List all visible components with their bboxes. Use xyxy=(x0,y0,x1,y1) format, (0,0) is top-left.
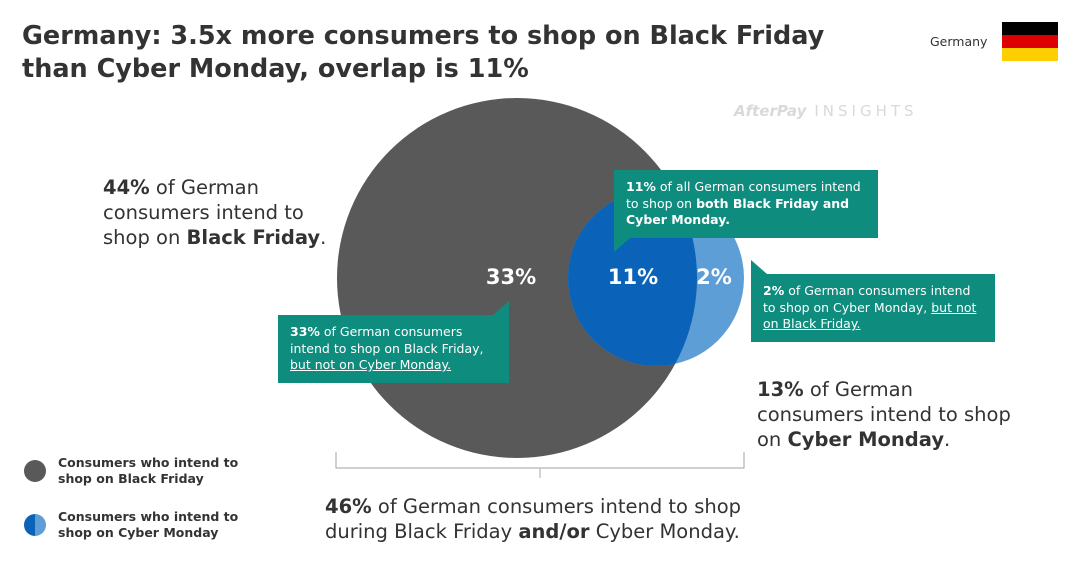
callout-bf-only-pct: 33% xyxy=(290,324,320,339)
union-text: of German consumers intend to shop durin… xyxy=(325,495,742,543)
legend-label-black-friday: Consumers who intend to shop on Black Fr… xyxy=(58,455,239,486)
callout-overlap-bold: both Black Friday and Cyber Monday. xyxy=(626,195,850,228)
flag-stripe-gold xyxy=(1002,48,1058,61)
brand-watermark: AfterPay INSIGHTS xyxy=(734,102,918,120)
cm-total-annotation: 13% of German consumers intend to shop o… xyxy=(757,377,1017,452)
bf-total-bold: Black Friday xyxy=(186,226,321,249)
page-title: Germany: 3.5x more consumers to shop on … xyxy=(22,21,825,84)
union-bracket xyxy=(335,452,745,478)
legend-swatch-cyber-monday xyxy=(24,514,46,536)
callout-cm-only-underline: but not on Black Friday. xyxy=(763,299,977,332)
union-end: Cyber Monday. xyxy=(589,520,740,543)
cm-total-text: of German consumers intend to shop on xyxy=(757,378,1011,451)
callout-cm-only-text: of German consumers intend to shop on Cy… xyxy=(763,283,971,315)
label-cm-only: 2% xyxy=(696,265,732,289)
flag-stripe-black xyxy=(1002,22,1058,35)
legend-label-cyber-monday: Consumers who intend to shop on Cyber Mo… xyxy=(58,509,239,540)
label-overlap: 11% xyxy=(608,265,658,289)
callout-bf-only: 33% of German consumers intend to shop o… xyxy=(278,301,509,383)
union-bold: and/or xyxy=(518,520,590,543)
overlap-region xyxy=(568,190,697,366)
brand-suffix: INSIGHTS xyxy=(814,102,918,120)
brand-logo: AfterPay xyxy=(734,102,807,120)
legend-item-black-friday: Consumers who intend to shop on Black Fr… xyxy=(24,455,258,487)
cm-total-bold: Cyber Monday xyxy=(787,428,945,451)
flag-stripe-red xyxy=(1002,35,1058,48)
country-label: Germany xyxy=(930,34,988,49)
bf-total-annotation: 44% of German consumers intend to shop o… xyxy=(103,175,343,250)
legend-swatch-black-friday xyxy=(24,460,46,482)
callout-cm-only-pct: 2% xyxy=(763,283,785,298)
bf-total-text: of German consumers intend to shop on xyxy=(103,176,304,249)
callout-bf-only-text: of German consumers intend to shop on Bl… xyxy=(290,324,484,356)
callout-overlap-pct: 11% xyxy=(626,179,656,194)
bf-total-end: . xyxy=(320,226,327,249)
label-bf-only: 33% xyxy=(486,265,536,289)
callout-overlap-text: of all German consumers intend to shop o… xyxy=(626,179,861,211)
callout-cm-only: 2% of German consumers intend to shop on… xyxy=(751,260,995,342)
callout-overlap: 11% of all German consumers intend to sh… xyxy=(614,170,878,252)
germany-flag-icon xyxy=(1002,22,1058,61)
bf-total-pct: 44% xyxy=(103,176,150,199)
union-annotation: 46% of German consumers intend to shop d… xyxy=(325,494,795,544)
callout-overlap-pointer xyxy=(614,237,630,252)
callout-bf-only-pointer xyxy=(493,301,509,315)
callout-cm-only-pointer xyxy=(751,260,767,274)
cm-total-pct: 13% xyxy=(757,378,804,401)
union-pct: 46% xyxy=(325,495,372,518)
callout-bf-only-underline: but not on Cyber Monday. xyxy=(290,357,452,372)
cm-total-end: . xyxy=(944,428,951,451)
legend-item-cyber-monday: Consumers who intend to shop on Cyber Mo… xyxy=(24,509,258,541)
